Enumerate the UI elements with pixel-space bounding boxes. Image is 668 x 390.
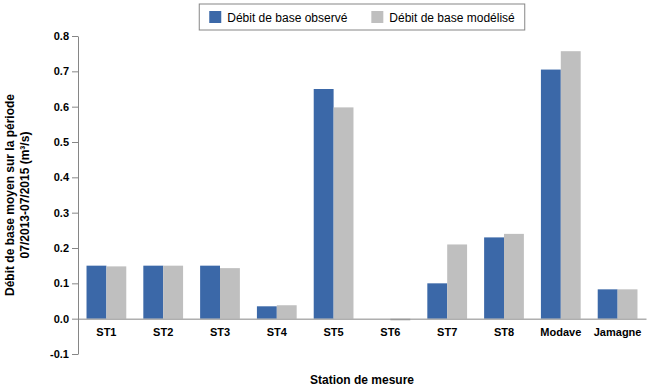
legend-box	[199, 4, 525, 30]
bar	[314, 89, 334, 319]
y-tick: 0.8	[54, 30, 78, 42]
x-tick-label: ST5	[324, 326, 344, 338]
y-axis-line	[78, 37, 79, 355]
bar	[200, 266, 220, 319]
x-tick-label: Jamagne	[594, 326, 642, 338]
legend: Débit de base observé Débit de base modél…	[199, 4, 525, 30]
y-tick-mark	[72, 283, 78, 284]
bar	[447, 244, 467, 318]
y-tick-mark	[72, 107, 78, 108]
x-tick-label: ST7	[437, 326, 457, 338]
y-tick: 0.3	[54, 207, 78, 219]
x-tick-label: ST2	[153, 326, 173, 338]
x-axis: ST1 ST2 ST3 ST4 ST5 ST6 ST7 ST8 Modave Jamagne	[79, 319, 647, 338]
y-tick-label: 0.5	[54, 136, 69, 148]
bar	[87, 266, 107, 319]
x-axis-title: Station de mesure	[310, 373, 414, 387]
y-tick-label: 0.6	[54, 101, 69, 113]
y-tick-label: 0.2	[54, 242, 69, 254]
bar	[277, 305, 297, 318]
x-tick: Jamagne	[594, 326, 642, 338]
y-tick: 0.6	[54, 101, 78, 113]
y-tick-label: 0.4	[54, 171, 70, 183]
y-tick-mark	[72, 177, 78, 178]
y-axis: -0.1 0.0 0.1 0.2 0.3 0.4 0.5 0.6 0.7 0.8	[50, 30, 78, 360]
x-tick: ST4	[267, 326, 288, 338]
chart-container: -0.1 0.0 0.1 0.2 0.3 0.4 0.5 0.6 0.7 0.8 ST1 ST2 ST3…	[0, 0, 668, 390]
y-axis-title: Débit de base moyen sur la période	[3, 94, 17, 296]
y-tick-label: -0.1	[50, 348, 69, 360]
y-tick-label: 0.0	[54, 313, 69, 325]
y-tick-mark	[72, 354, 78, 355]
bar	[427, 283, 447, 318]
bar	[106, 266, 126, 318]
chart-svg: -0.1 0.0 0.1 0.2 0.3 0.4 0.5 0.6 0.7 0.8 ST1 ST2 ST3…	[0, 0, 668, 390]
y-tick-label: 0.8	[54, 30, 69, 42]
y-tick-mark	[72, 142, 78, 143]
bar	[484, 237, 504, 318]
bar-series	[106, 51, 637, 320]
x-tick: ST5	[324, 326, 344, 338]
y-tick-label: 0.7	[54, 65, 69, 77]
bar	[220, 268, 240, 319]
y-tick: 0.2	[54, 242, 78, 254]
x-tick: ST6	[380, 326, 400, 338]
plot-area: -0.1 0.0 0.1 0.2 0.3 0.4 0.5 0.6 0.7 0.8 ST1 ST2 ST3…	[50, 30, 646, 360]
x-tick: ST1	[96, 326, 116, 338]
y-tick: -0.1	[50, 348, 78, 360]
x-tick-label: Modave	[540, 326, 581, 338]
bar	[334, 107, 354, 318]
bar	[143, 266, 163, 319]
y-tick-mark	[72, 319, 78, 320]
x-tick: ST2	[153, 326, 173, 338]
y-tick-mark	[72, 213, 78, 214]
bar	[561, 51, 581, 318]
bar	[598, 289, 618, 318]
x-tick: ST3	[210, 326, 230, 338]
x-axis-line	[79, 319, 647, 320]
x-tick-label: ST3	[210, 326, 230, 338]
legend-label: Débit de base modélisé	[389, 11, 515, 25]
y-tick-label: 0.3	[54, 207, 69, 219]
y-tick: 0.5	[54, 136, 78, 148]
x-tick: Modave	[540, 326, 581, 338]
x-tick-label: ST1	[96, 326, 116, 338]
bar-series	[87, 70, 618, 319]
y-tick: 0.4	[54, 171, 78, 183]
legend-swatch	[371, 11, 383, 23]
x-tick-label: ST6	[380, 326, 400, 338]
y-axis-title: 07/2013-07/2015 (m³/s)	[18, 132, 32, 259]
bar	[618, 289, 638, 318]
y-tick: 0.1	[54, 277, 78, 289]
y-tick-mark	[72, 71, 78, 72]
bar	[541, 70, 561, 319]
x-tick: ST7	[437, 326, 457, 338]
legend-label: Débit de base observé	[227, 11, 347, 25]
y-tick-mark	[72, 248, 78, 249]
x-tick: ST8	[494, 326, 514, 338]
bar	[504, 234, 524, 319]
bars	[87, 51, 638, 320]
y-tick: 0.7	[54, 65, 78, 77]
x-tick-label: ST8	[494, 326, 514, 338]
bar	[163, 266, 183, 319]
y-tick-label: 0.1	[54, 277, 69, 289]
legend-swatch	[209, 11, 221, 23]
y-tick: 0.0	[54, 313, 78, 325]
y-tick-mark	[72, 36, 78, 37]
x-tick-label: ST4	[267, 326, 288, 338]
bar	[257, 306, 277, 318]
